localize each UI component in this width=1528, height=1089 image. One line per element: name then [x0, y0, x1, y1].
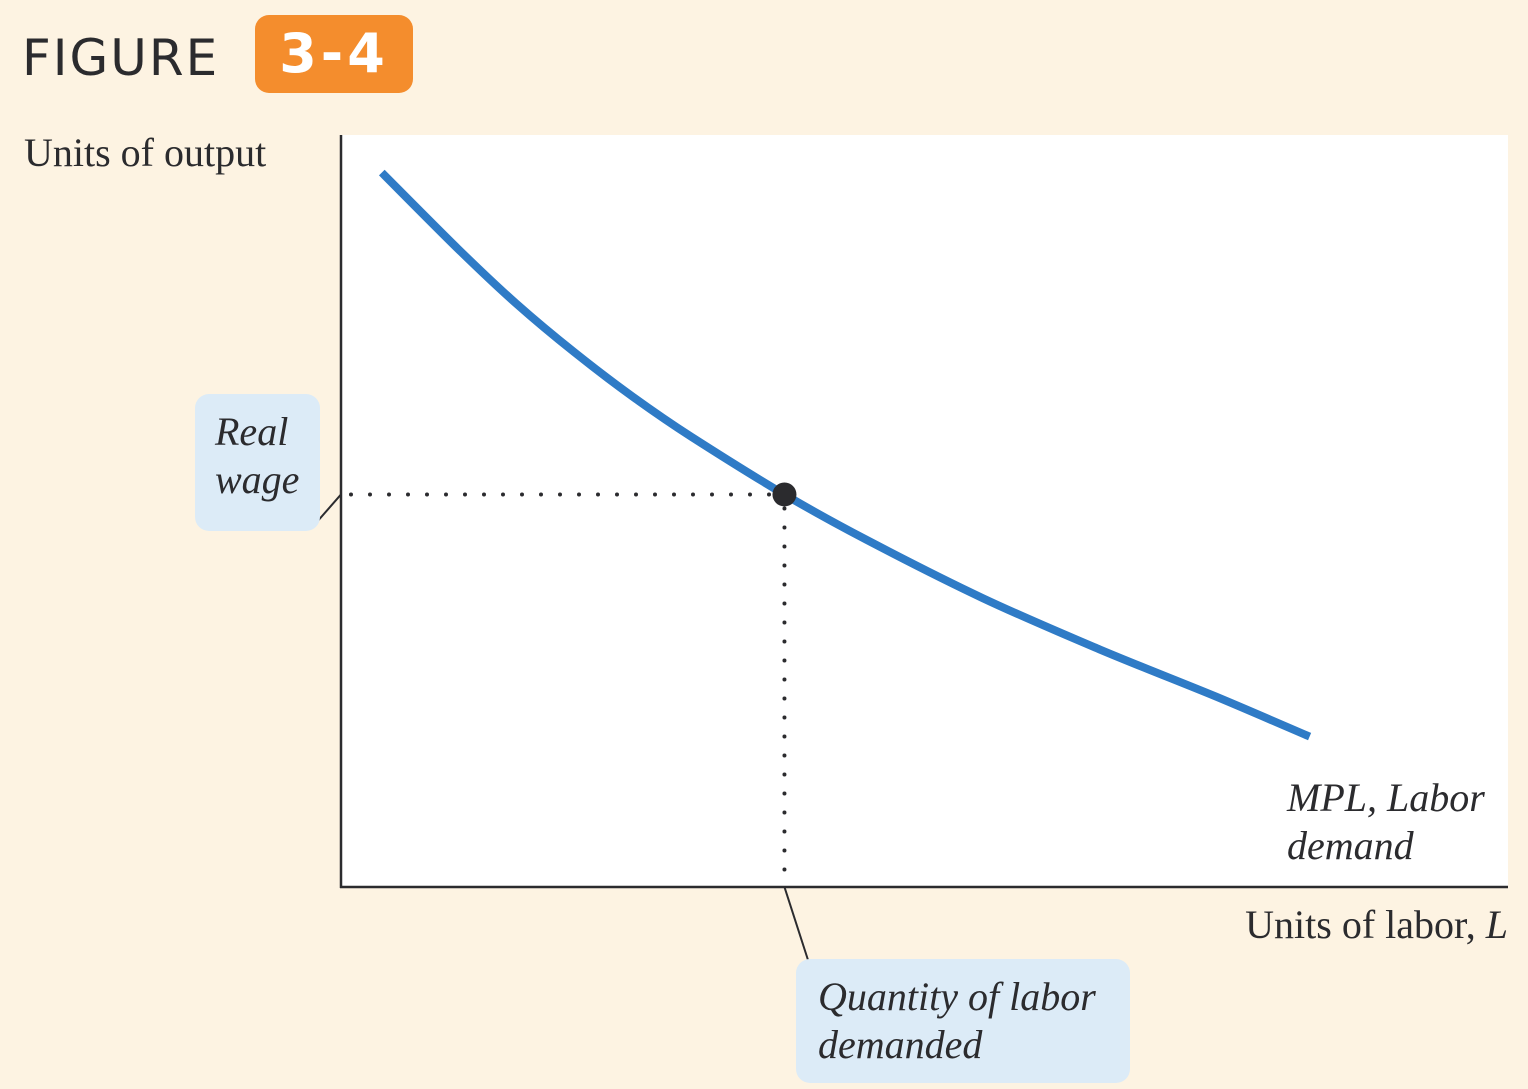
figure-number-badge: 3-4	[255, 15, 413, 93]
real-wage-callout: Real wage	[195, 394, 320, 531]
x-axis-label: Units of labor, L	[1245, 900, 1508, 950]
mpl-curve-label: MPL, Labor demand	[1287, 774, 1485, 870]
equilibrium-point	[772, 482, 797, 507]
y-axis-label: Units of output	[24, 130, 267, 175]
real-wage-leader-line	[315, 493, 342, 524]
plot-area	[341, 135, 1508, 888]
mpl-labor-demand-curve	[378, 169, 1312, 741]
quantity-demanded-callout: Quantity of labor demanded	[796, 959, 1130, 1083]
mpl-curve-label-line-1: MPL, Labor	[1287, 775, 1485, 820]
quantity-callout-line-2: demanded	[818, 1022, 983, 1067]
figure-word: FIGURE	[22, 29, 220, 87]
x-axis-label-variable: L	[1485, 902, 1508, 947]
quantity-callout-line-1: Quantity of labor	[818, 974, 1096, 1019]
real-wage-callout-line-1: Real	[215, 409, 289, 454]
real-wage-callout-line-2: wage	[215, 457, 300, 502]
mpl-curve-label-line-2: demand	[1287, 823, 1414, 868]
x-axis-label-text: Units of labor,	[1245, 902, 1486, 947]
quantity-leader-line	[783, 886, 809, 961]
